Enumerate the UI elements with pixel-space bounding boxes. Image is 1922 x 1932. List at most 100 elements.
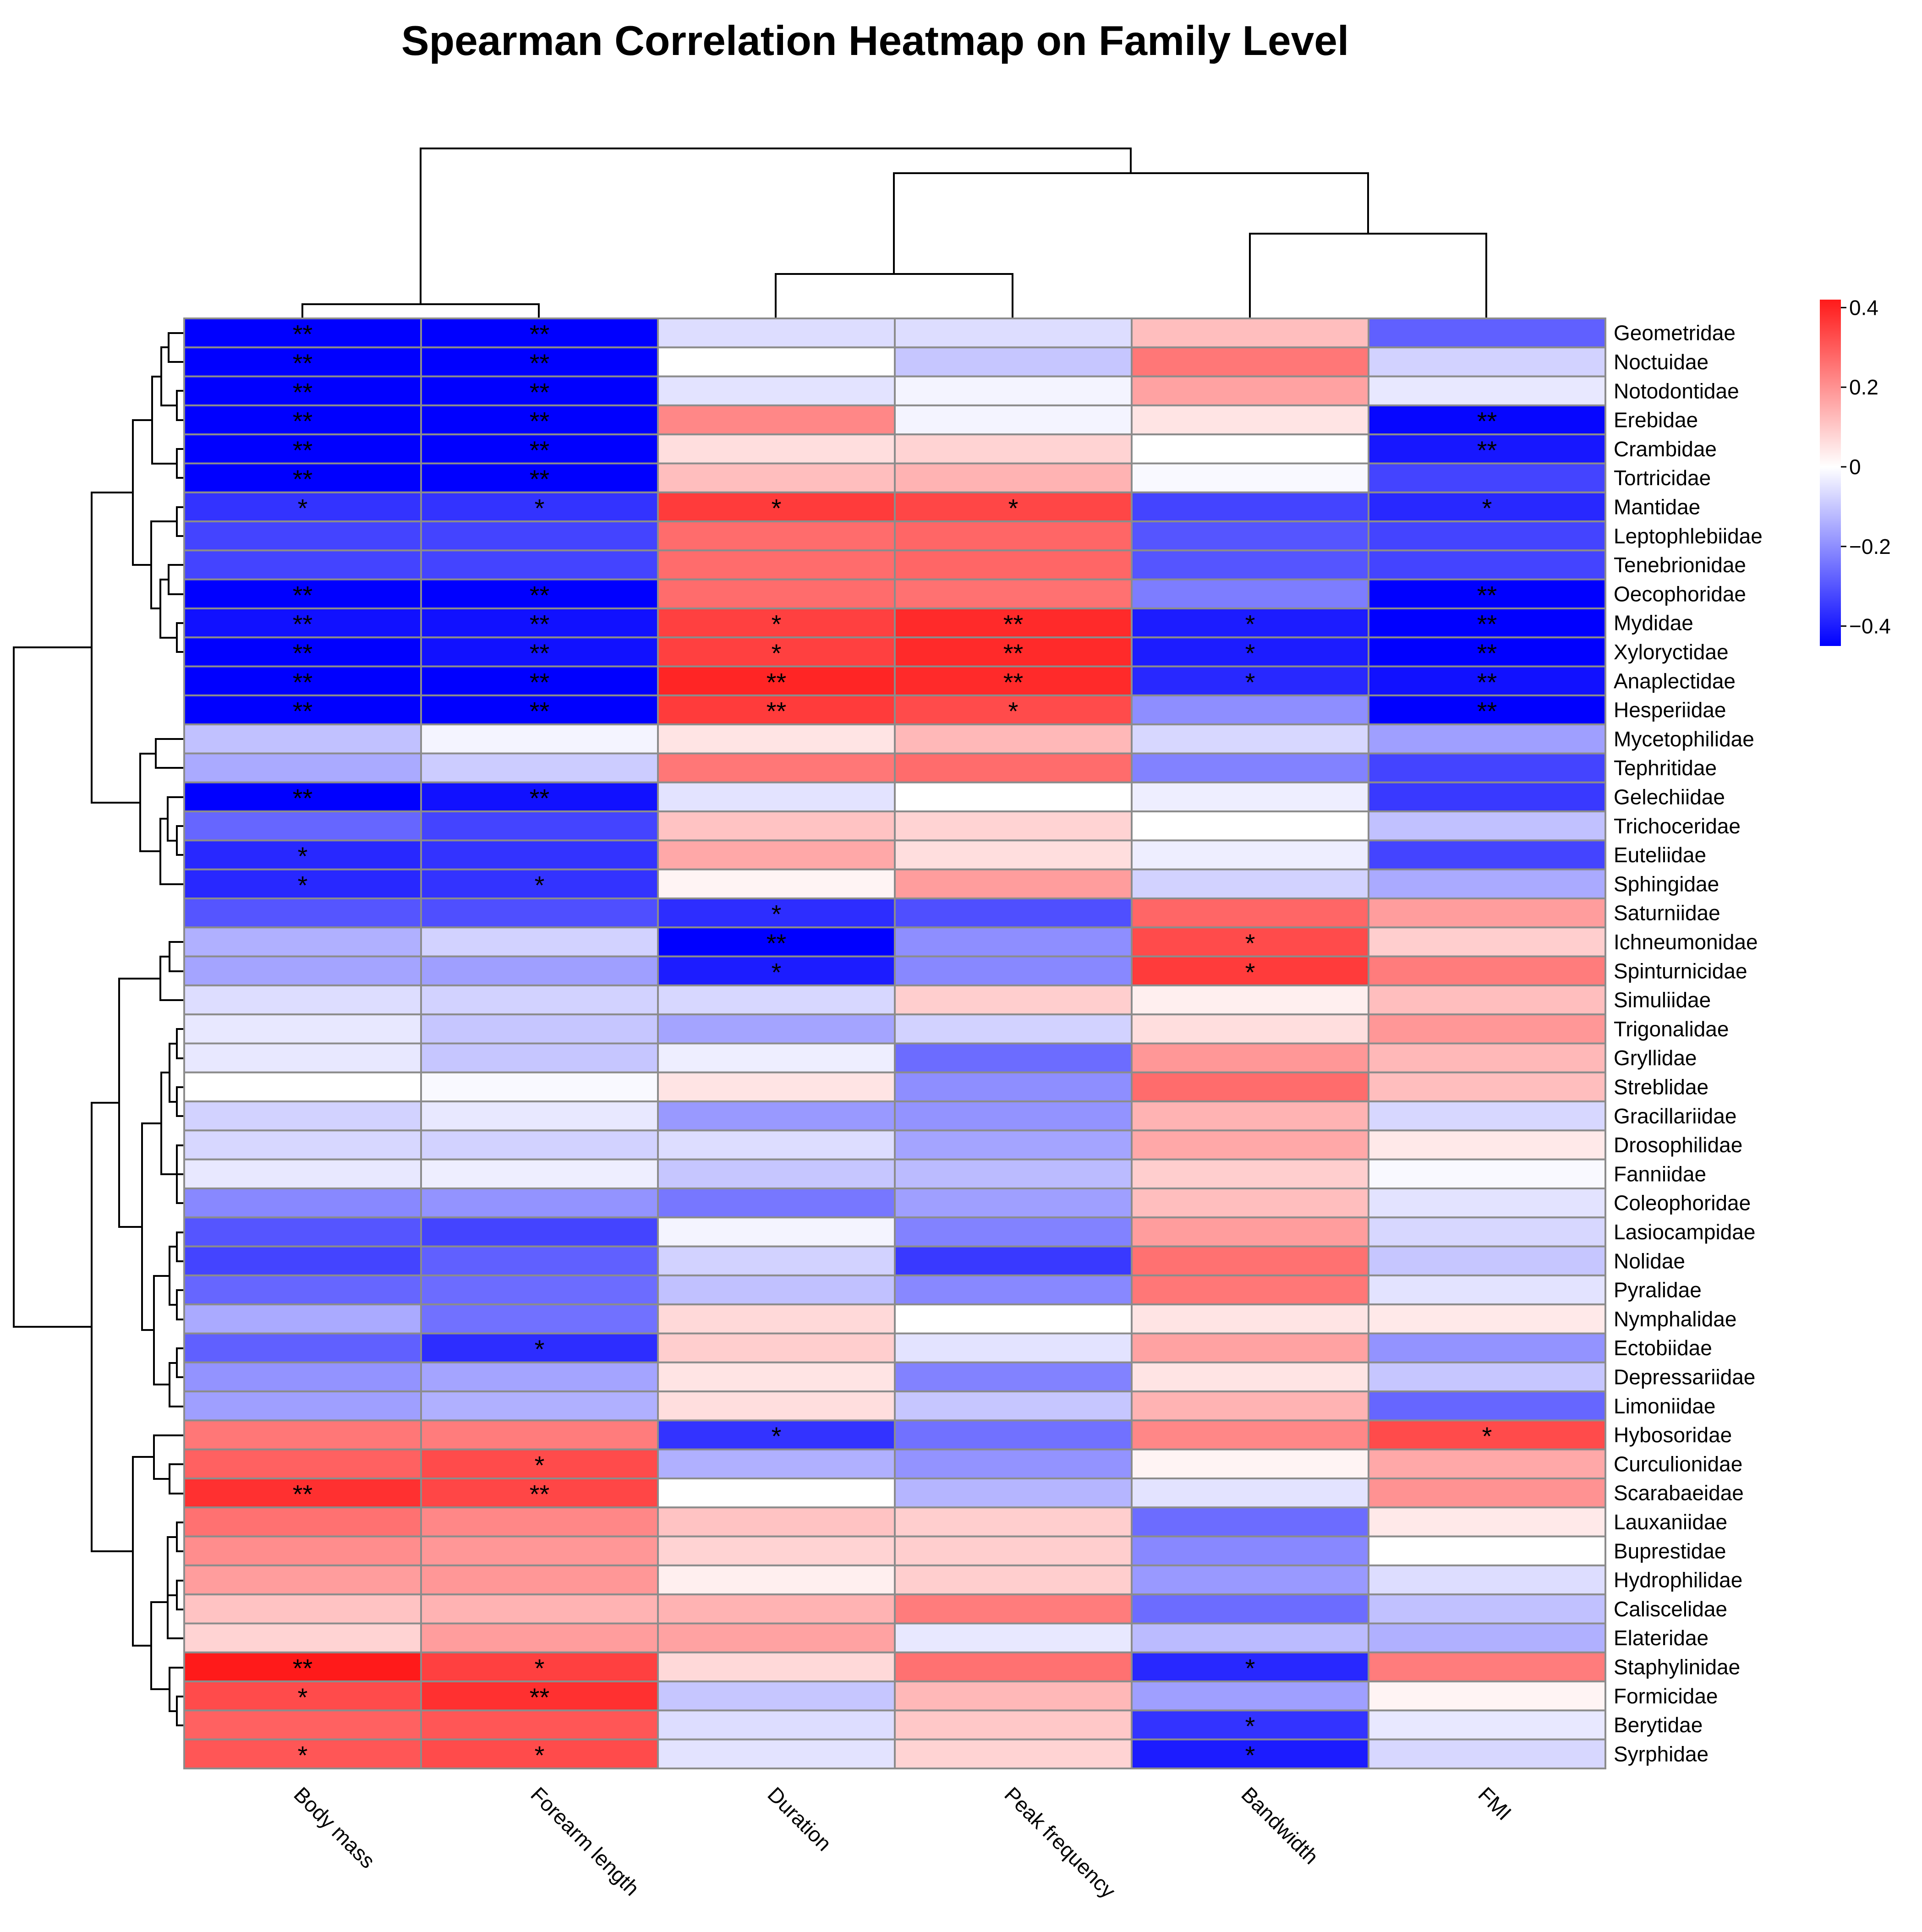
heatmap-cell	[1368, 1448, 1606, 1479]
significance-star: **	[293, 697, 313, 726]
heatmap-cell	[894, 1622, 1133, 1653]
heatmap-cell	[420, 1303, 659, 1335]
heatmap-cell	[894, 346, 1133, 378]
heatmap-cell	[420, 608, 659, 639]
heatmap-cell	[1131, 1332, 1369, 1363]
heatmap-cell	[183, 868, 422, 899]
heatmap-cell	[420, 1245, 659, 1276]
heatmap-cell	[183, 433, 422, 465]
heatmap-cell	[894, 578, 1133, 609]
significance-star: *	[772, 1422, 782, 1450]
significance-star: *	[1008, 697, 1018, 726]
heatmap-cell	[420, 1709, 659, 1740]
significance-star: **	[293, 465, 313, 493]
row-labels: Geometridae Noctuidae Notodontidae Erebidae…	[1614, 321, 1763, 1766]
heatmap-cell	[183, 1738, 422, 1769]
heatmap-cell	[1368, 1506, 1606, 1538]
row-label: Trichoceridae	[1614, 814, 1741, 838]
significance-star: **	[293, 378, 313, 406]
heatmap-cell	[420, 898, 659, 929]
heatmap-cell	[657, 839, 896, 870]
heatmap-cell	[657, 1709, 896, 1740]
significance-star: **	[1477, 639, 1497, 668]
heatmap-cell	[657, 1332, 896, 1363]
row-label: Fanniidae	[1614, 1162, 1706, 1186]
heatmap-cell	[1131, 1274, 1369, 1306]
row-label: Saturniidae	[1614, 901, 1720, 925]
heatmap-cell	[1368, 839, 1606, 870]
heatmap-cell	[420, 1216, 659, 1248]
heatmap-cell	[657, 694, 896, 726]
heatmap-cell	[420, 1506, 659, 1538]
heatmap-cell	[183, 346, 422, 378]
significance-star: *	[298, 1740, 308, 1769]
significance-star: **	[530, 610, 550, 639]
heatmap-cell	[420, 926, 659, 958]
row-label: Oecophoridae	[1614, 582, 1746, 606]
heatmap-cell	[1131, 1564, 1369, 1596]
heatmap-cell	[1368, 1535, 1606, 1566]
heatmap-cell	[894, 520, 1133, 552]
heatmap-cell	[1368, 1709, 1606, 1740]
row-label: Tenebrionidae	[1614, 553, 1746, 577]
heatmap-cell	[420, 520, 659, 552]
heatmap-cell	[420, 723, 659, 755]
heatmap-cell	[420, 810, 659, 842]
row-label: Geometridae	[1614, 321, 1736, 345]
heatmap-cell	[1368, 1071, 1606, 1103]
heatmap-cell	[894, 317, 1133, 349]
row-label: Mydidae	[1614, 611, 1693, 635]
heatmap-cell	[894, 1245, 1133, 1276]
significance-star: **	[1003, 610, 1024, 639]
heatmap-cell	[657, 1622, 896, 1653]
heatmap-cell	[894, 1564, 1133, 1596]
significance-star: **	[530, 349, 550, 378]
significance-star: **	[1477, 580, 1497, 609]
heatmap-cell	[1368, 1274, 1606, 1306]
significance-star: *	[1245, 639, 1255, 668]
heatmap-cell	[1131, 1535, 1369, 1566]
heatmap-cell	[1131, 1593, 1369, 1625]
row-label: Lasiocampidae	[1614, 1220, 1755, 1244]
significance-star: **	[767, 668, 787, 696]
heatmap-cell	[894, 636, 1133, 668]
significance-star: **	[530, 668, 550, 696]
heatmap-cell	[894, 1709, 1133, 1740]
row-label: Leptophlebiidae	[1614, 524, 1763, 548]
significance-star: **	[293, 320, 313, 349]
heatmap-cell	[657, 926, 896, 958]
heatmap-cell	[657, 781, 896, 813]
significance-star: *	[772, 639, 782, 668]
heatmap-cell	[1368, 1478, 1606, 1509]
significance-star: *	[772, 493, 782, 522]
heatmap-cell	[657, 1158, 896, 1189]
heatmap-cell	[657, 810, 896, 842]
heatmap-cell	[183, 1303, 422, 1335]
heatmap-cell	[1368, 898, 1606, 929]
row-label: Limoniidae	[1614, 1394, 1715, 1418]
heatmap-cell	[657, 317, 896, 349]
row-label: Xyloryctidae	[1614, 640, 1729, 664]
heatmap-cell	[1368, 1013, 1606, 1045]
heatmap-cell	[894, 375, 1133, 406]
heatmap-cell	[1131, 404, 1369, 436]
heatmap-cell	[1368, 549, 1606, 580]
row-label: Pyralidae	[1614, 1278, 1702, 1302]
heatmap-cell	[1368, 810, 1606, 842]
heatmap-cell	[1368, 375, 1606, 406]
heatmap-cell	[1131, 520, 1369, 552]
heatmap-cell	[420, 1361, 659, 1393]
heatmap-cell	[1131, 1361, 1369, 1393]
heatmap-cell	[1131, 1100, 1369, 1132]
heatmap-cell	[1131, 549, 1369, 580]
legend-tick-label: −0.2	[1849, 535, 1891, 558]
heatmap-cells	[183, 317, 1606, 1769]
heatmap-cell	[657, 1042, 896, 1073]
row-label: Gelechiidae	[1614, 785, 1725, 809]
heatmap-cell	[1368, 1303, 1606, 1335]
heatmap-cell	[420, 1593, 659, 1625]
significance-star: *	[535, 493, 545, 522]
heatmap-cell	[894, 1419, 1133, 1450]
heatmap-cell	[657, 752, 896, 783]
heatmap-cell	[1131, 1738, 1369, 1769]
